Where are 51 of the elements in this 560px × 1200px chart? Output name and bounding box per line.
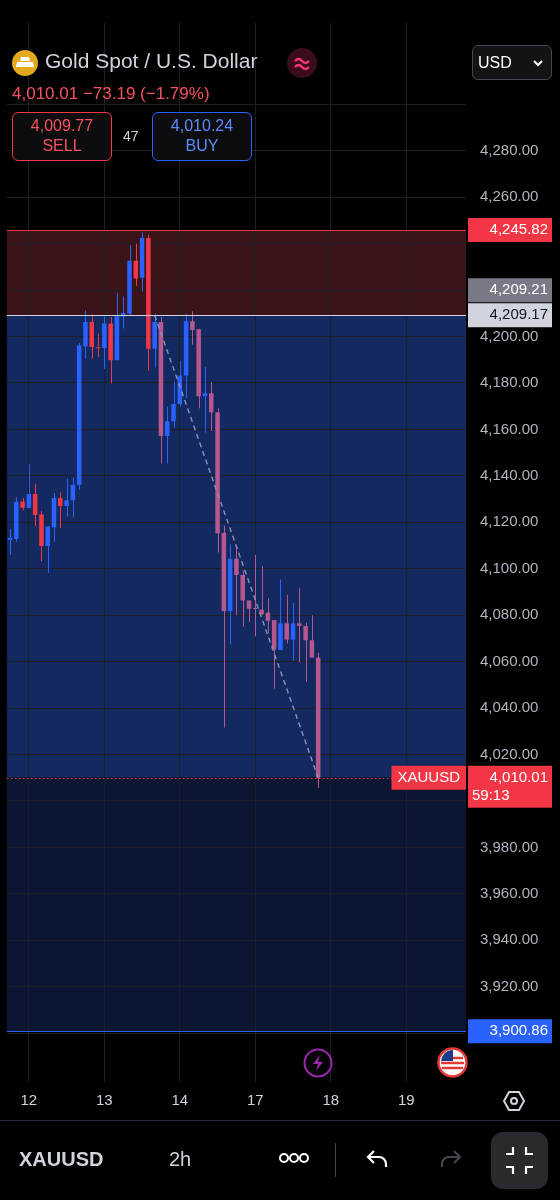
text: XAUUSD [19,1148,104,1171]
text: 4,010.01 −73.19 (−1.79%) [12,84,210,104]
ref-line-label: 4,209.17 [489,305,548,323]
y-tick-label: 4,140.00 [480,466,539,483]
text: USD [478,54,512,71]
candlestick [290,602,296,662]
y-tick-label: 4,280.00 [480,140,539,158]
ref-line-label: 4,245.82 [489,220,548,238]
y-tick-label: 4,080.00 [480,605,539,623]
candlestick [58,491,63,529]
x-tick-label: 13 [96,1091,113,1109]
y-tick-label: 4,100.00 [480,558,539,576]
y-tick-label: 4,020.00 [480,744,539,762]
x-tick-label: 19 [397,1091,415,1109]
y-tick-label: 4,040.00 [480,698,539,716]
candlestick [234,546,239,616]
candlestick [253,554,258,637]
y-tick-label: 4,200.00 [480,326,539,344]
x-tick-label: 14 [171,1091,189,1109]
x-tick-label: 18 [322,1091,340,1109]
text: Gold Spot / U.S. Dollar [45,49,258,73]
y-tick-label: 3,940.00 [480,930,539,948]
y-tick-label: 4,260.00 [480,187,539,205]
text: 59:13 [472,785,510,803]
candlestick [171,381,176,429]
candlestick [297,587,302,664]
annotation: SELL [41,136,83,156]
candlestick [45,525,50,574]
text: 2h [169,1148,192,1171]
y-tick-label: 3,980.00 [480,837,539,855]
y-tick-label: 4,160.00 [480,419,539,437]
annotation: 47 [123,128,139,144]
candlestick [284,594,290,645]
annotation: 4,010.24 [169,116,235,136]
y-tick-label: 4,060.00 [480,651,539,669]
x-tick-label: 12 [20,1091,38,1109]
candlestick [64,478,69,517]
y-tick-label: 3,920.00 [480,976,539,994]
ref-line-label: 3,900.86 [489,1021,548,1039]
annotation: BUY [184,136,220,156]
ref-line-label: 4,010.01 [489,767,548,785]
y-tick-label: 4,180.00 [480,373,539,391]
x-tick-label: 17 [246,1091,264,1109]
annotation: 4,009.77 [29,116,95,136]
ref-line-label: 4,209.21 [489,280,548,298]
candlestick [303,622,308,683]
candlestick [164,406,170,465]
annotation: XAUUSD [397,767,461,785]
candlestick [209,381,214,432]
y-tick-label: 3,960.00 [480,884,539,902]
y-tick-label: 4,120.00 [480,512,539,530]
